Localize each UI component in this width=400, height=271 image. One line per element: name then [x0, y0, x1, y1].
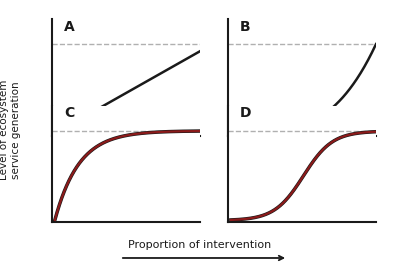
Text: Proportion of intervention: Proportion of intervention: [128, 240, 272, 250]
Text: D: D: [240, 106, 251, 120]
Text: Level of ecosystem
service generation: Level of ecosystem service generation: [0, 80, 21, 180]
Text: B: B: [240, 20, 250, 34]
Text: A: A: [64, 20, 74, 34]
Text: C: C: [64, 106, 74, 120]
